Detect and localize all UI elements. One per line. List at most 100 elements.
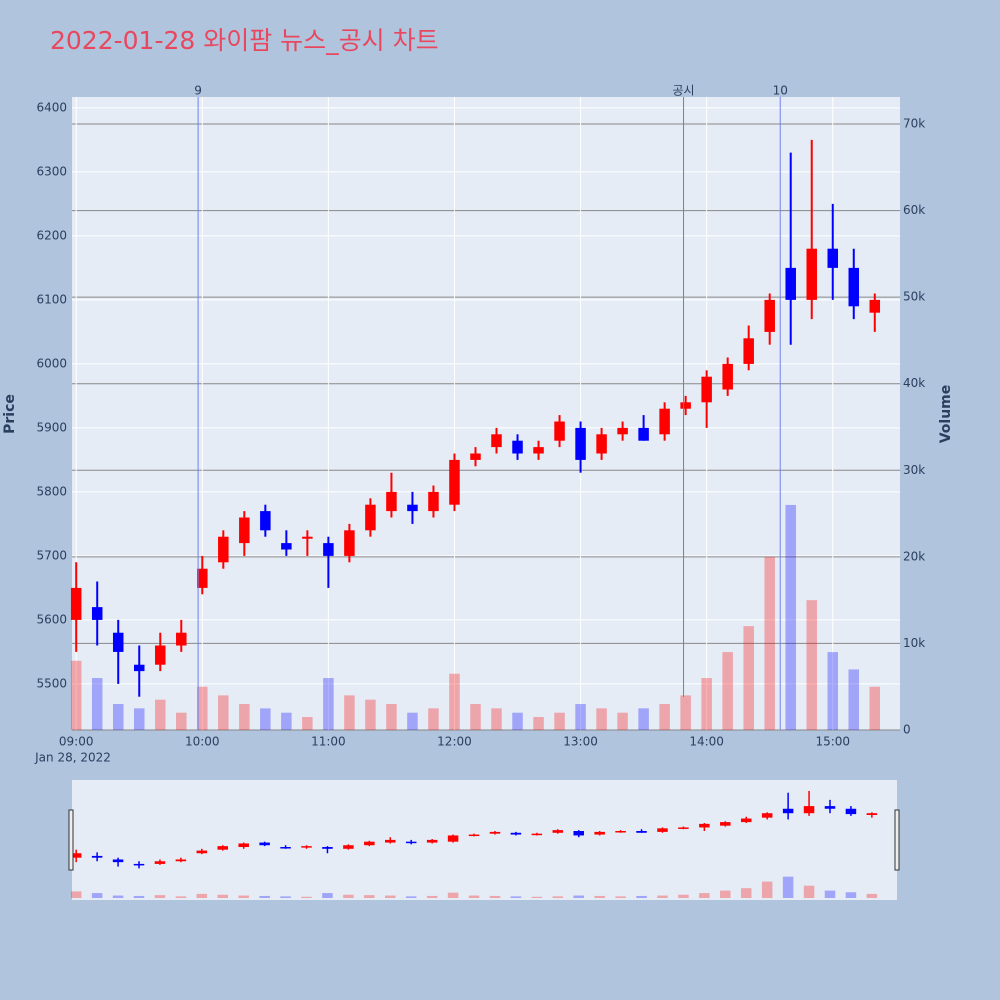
mini-volume-bar [426, 895, 438, 898]
mini-candle-body [510, 832, 522, 835]
mini-volume-bar [385, 895, 396, 898]
y2-tick-label: 50k [903, 290, 925, 304]
volume-bar [806, 600, 817, 730]
volume-bar [260, 708, 271, 730]
mini-candle-body [720, 822, 731, 826]
mini-volume-bar [573, 895, 584, 898]
y-tick-label: 5700 [36, 548, 67, 562]
candle-body [470, 453, 481, 460]
mini-candle-body [133, 863, 145, 866]
candle-body [806, 248, 817, 300]
mini-candle-body [238, 843, 249, 848]
volume-bar [533, 717, 544, 730]
volume-bar [785, 504, 796, 730]
range-slider[interactable] [72, 780, 897, 900]
mini-candle-body [573, 831, 584, 836]
x-tick-label: 10:00 [185, 735, 220, 749]
mini-volume-bar [720, 890, 731, 898]
volume-bar [470, 704, 481, 730]
mini-volume-bar [594, 895, 605, 898]
mini-volume-bar [91, 893, 103, 898]
y-tick-label: 6000 [36, 356, 67, 370]
candle-body [281, 543, 292, 550]
candle-body [365, 504, 376, 531]
mini-volume-bar [468, 895, 480, 898]
mini-volume-bar [489, 895, 501, 898]
y-tick-label: 5500 [36, 676, 67, 690]
candle-body [596, 434, 607, 454]
mini-volume-bar [615, 896, 626, 898]
volume-bar [764, 556, 775, 730]
candle-body [848, 267, 860, 307]
volume-bar [575, 704, 586, 730]
volume-bar [722, 652, 733, 730]
x-tick-label: 11:00 [311, 735, 346, 749]
mini-volume-bar [217, 894, 229, 898]
candle-body [533, 447, 544, 454]
mini-candle-body [112, 859, 124, 863]
mini-volume-bar [740, 888, 752, 898]
candle-body [239, 517, 250, 544]
mini-candle-body [343, 845, 354, 849]
mini-volume-bar [405, 896, 417, 898]
volume-bar [281, 712, 292, 730]
volume-bar [701, 678, 712, 730]
mini-candle-body [803, 806, 815, 814]
mini-volume-bar [238, 895, 249, 898]
volume-bar [344, 695, 355, 730]
y2-axis-title: Volume [938, 385, 954, 444]
x-tick-label: 12:00 [437, 735, 472, 749]
chart-title: 2022-01-28 와이팜 뉴스_공시 차트 [50, 26, 439, 55]
mini-volume-bar [803, 885, 815, 898]
candle-body [323, 543, 334, 556]
mini-candle-body [385, 839, 396, 843]
mini-candle-body [594, 831, 605, 835]
x-tick-label: 09:00 [59, 735, 94, 749]
mini-volume-bar [364, 895, 375, 898]
y2-tick-label: 70k [903, 117, 925, 131]
candle-body [302, 536, 313, 539]
mini-volume-bar [510, 896, 522, 898]
mini-candle-body [824, 806, 836, 809]
volume-bar [848, 669, 860, 730]
mini-candle-body [322, 847, 333, 849]
mini-candle-body [740, 818, 752, 823]
volume-bar [512, 712, 523, 730]
volume-bar [155, 699, 166, 730]
y2-tick-label: 0 [903, 723, 911, 737]
mini-volume-bar [343, 894, 354, 898]
candle-body [449, 459, 460, 505]
candle-body [197, 568, 208, 588]
mini-volume-bar [196, 893, 208, 898]
candle-body [344, 530, 355, 556]
candle-body [617, 427, 628, 435]
candle-body [91, 607, 103, 620]
mini-volume-bar [678, 894, 689, 898]
mini-volume-bar [112, 895, 124, 898]
volume-bar [449, 673, 460, 730]
mini-volume-bar [322, 893, 333, 898]
mini-candle-body [217, 846, 229, 850]
mini-candle-body [866, 813, 878, 815]
mini-candle-body [552, 830, 564, 833]
mini-volume-bar [280, 896, 291, 898]
mini-candle-body [301, 846, 312, 848]
candle-body [659, 408, 670, 435]
mini-candle-body [175, 859, 187, 862]
event-label: 9 [194, 84, 202, 98]
volume-bar [827, 652, 839, 730]
mini-volume-bar [782, 876, 794, 898]
candle-body [575, 427, 586, 460]
volume-bar [869, 686, 881, 730]
x-tick-label: 15:00 [815, 735, 850, 749]
mini-volume-bar [531, 896, 543, 898]
mini-volume-bar [699, 893, 710, 898]
y-tick-label: 6100 [36, 292, 67, 306]
volume-bar [491, 708, 502, 730]
y2-tick-label: 20k [903, 549, 925, 563]
range-handle-left [68, 809, 74, 871]
mini-candle-body [70, 853, 82, 858]
candle-body [133, 664, 145, 672]
volume-bar [218, 695, 229, 730]
